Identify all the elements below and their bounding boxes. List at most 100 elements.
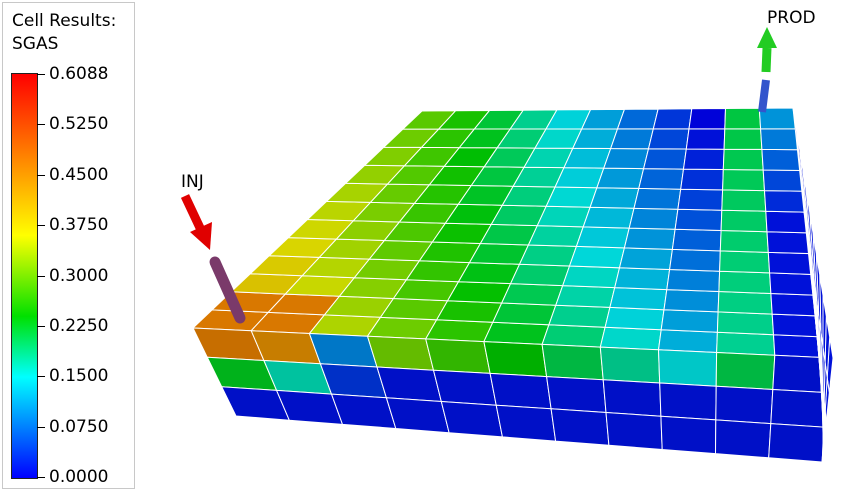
legend-tick-label: 0.6088 xyxy=(49,64,109,84)
grid-cell-top xyxy=(618,247,673,271)
reservoir-grid xyxy=(191,107,834,463)
grid-cell-top xyxy=(554,167,605,189)
grid-cell-top xyxy=(652,108,693,130)
grid-cell-top xyxy=(563,147,612,169)
legend-tick xyxy=(37,275,45,277)
legend-tick xyxy=(37,477,45,478)
grid-cell-top xyxy=(721,189,767,212)
legend-tick xyxy=(37,426,45,428)
grid-cell-top xyxy=(717,290,773,315)
legend-tick-label: 0.5250 xyxy=(49,114,109,135)
grid-cell-top xyxy=(674,208,723,232)
injector-label: INJ xyxy=(181,172,204,192)
grid-cell-top xyxy=(366,316,438,340)
legend-color-bar xyxy=(11,73,38,479)
grid-cell-top xyxy=(677,188,724,211)
grid-cell-top xyxy=(483,321,550,345)
grid-cell-front xyxy=(440,400,504,438)
grid-cell-front xyxy=(489,372,552,410)
grid-cell-side xyxy=(814,314,827,422)
grid-cell-front xyxy=(541,343,604,381)
grid-cell-top xyxy=(609,287,668,311)
grid-cell-front xyxy=(715,351,776,391)
grid-cell-top xyxy=(760,128,801,151)
wells-layer: INJ PROD xyxy=(180,8,816,324)
legend-tick-label: 0.1500 xyxy=(49,366,109,387)
grid-cell-top xyxy=(722,148,764,171)
grid-cell-front xyxy=(366,335,435,371)
producer-label: PROD xyxy=(767,8,816,28)
grid-cell-front xyxy=(602,379,662,417)
legend-tick-label: 0.3750 xyxy=(49,215,109,236)
grid-cell-top xyxy=(723,128,763,150)
grid-cell-top xyxy=(724,107,762,130)
grid-cell-top xyxy=(616,108,659,130)
grid-cell-top xyxy=(685,128,726,150)
legend-title: Cell Results: xyxy=(12,11,117,31)
grid-cell-front xyxy=(770,388,830,428)
grid-cell-front xyxy=(768,423,827,463)
legend-tick xyxy=(37,174,45,176)
grid-cell-top xyxy=(435,300,503,323)
grid-cell-top xyxy=(541,324,606,348)
grid-cell-front xyxy=(385,397,450,434)
grid-cell-top xyxy=(555,285,616,308)
grid-cell-front xyxy=(546,376,607,414)
grid-cell-top xyxy=(527,225,584,247)
legend-tick-label: 0.4500 xyxy=(49,164,109,185)
legend-tick xyxy=(37,124,45,126)
grid-cell-top xyxy=(623,227,676,250)
grid-cell-top xyxy=(545,186,598,208)
legend-tick xyxy=(37,74,45,75)
legend-tick-label: 0.3000 xyxy=(49,265,109,286)
grid-cell-top xyxy=(446,281,512,304)
grid-cell-top xyxy=(671,228,722,252)
legend-tick xyxy=(37,325,45,327)
grid-cell-top xyxy=(575,226,630,249)
legend-tick xyxy=(37,225,45,227)
grid-cell-top xyxy=(657,329,718,354)
grid-cell-top xyxy=(682,148,725,171)
grid-cell-top xyxy=(582,206,635,229)
grid-cell-top xyxy=(719,250,771,274)
grid-cell-top xyxy=(647,128,690,150)
grid-cell-top xyxy=(669,248,721,272)
grid-cell-top xyxy=(518,244,578,267)
color-legend: Cell Results: SGAS 0.6088 0.5250 0.4500 0.3… xyxy=(2,2,135,489)
grid-cell-front xyxy=(714,419,772,459)
grid-cell-top xyxy=(548,304,611,328)
grid-cell-front xyxy=(599,346,661,384)
grid-cell-front xyxy=(483,341,548,378)
grid-cell-front xyxy=(660,415,717,455)
grid-cell-front xyxy=(425,338,491,374)
grid-cell-top xyxy=(680,168,724,191)
grid-cell-top xyxy=(562,265,621,289)
grid-cell-top xyxy=(568,245,626,269)
grid-cell-top xyxy=(536,205,591,228)
grid-cell-top xyxy=(596,167,645,189)
legend-tick xyxy=(37,376,45,378)
grid-cell-top xyxy=(718,270,772,295)
grid-cell-front xyxy=(376,366,442,403)
grid-cell-top xyxy=(492,302,557,326)
grid-cell-top xyxy=(468,242,530,265)
grid-cell-top xyxy=(609,128,654,150)
grid-cell-top xyxy=(663,289,720,313)
grid-cell-top xyxy=(716,331,776,356)
grid-cell-front xyxy=(657,349,718,387)
grid-cell-front xyxy=(550,408,610,446)
grid-cell-top xyxy=(660,309,719,333)
grid-cell-top xyxy=(642,148,687,170)
grid-cell-top xyxy=(633,187,682,210)
grid-cell-top xyxy=(719,229,769,253)
grid-cell-top xyxy=(688,107,727,130)
grid-cell-top xyxy=(720,209,768,233)
grid-cell-front xyxy=(308,332,378,368)
legend-tick-label: 0.2250 xyxy=(49,315,109,336)
grid-cell-top xyxy=(603,147,650,170)
legend-tick-label: 0.0000 xyxy=(49,467,109,487)
grid-cell-top xyxy=(500,283,564,306)
legend-result-name: SGAS xyxy=(12,34,59,54)
